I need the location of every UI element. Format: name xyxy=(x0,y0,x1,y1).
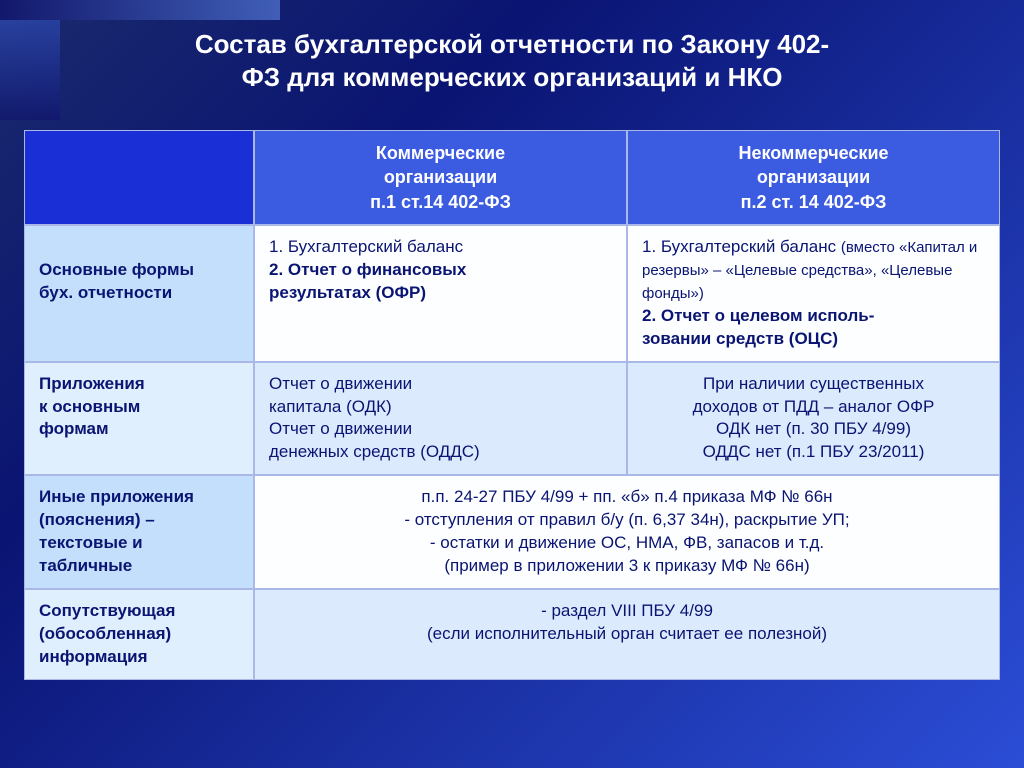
row-accompanying-merged: - раздел VIII ПБУ 4/99 (если исполнитель… xyxy=(254,589,1000,680)
row-appendices-commercial: Отчет о движении капитала (ОДК) Отчет о … xyxy=(254,362,627,476)
text: Сопутствующая xyxy=(39,601,175,620)
text: п.п. 24-27 ПБУ 4/99 + пп. «б» п.4 приказ… xyxy=(421,487,832,506)
text: капитала (ОДК) xyxy=(269,397,392,416)
text: (если исполнительный орган считает ее по… xyxy=(427,624,827,643)
text: информация xyxy=(39,647,148,666)
slide-title: Состав бухгалтерской отчетности по Закон… xyxy=(0,28,1024,93)
text: организации xyxy=(384,167,497,187)
header-empty xyxy=(24,130,254,225)
comparison-table: Коммерческие организации п.1 ст.14 402-Ф… xyxy=(24,130,1000,680)
text: 2. Отчет о целевом исполь- xyxy=(642,306,874,325)
text: 1. Бухгалтерский баланс xyxy=(269,237,463,256)
text: Основные формы xyxy=(39,260,194,279)
row-main-forms-commercial: 1. Бухгалтерский баланс 2. Отчет о финан… xyxy=(254,225,627,362)
text: результатах (ОФР) xyxy=(269,283,426,302)
text: (обособленная) xyxy=(39,624,171,643)
text: При наличии существенных xyxy=(703,374,924,393)
text: доходов от ПДД – аналог ОФР xyxy=(693,397,935,416)
text: Отчет о движении xyxy=(269,419,412,438)
text: текстовые и xyxy=(39,533,143,552)
decor-top-bar xyxy=(0,0,280,20)
text: табличные xyxy=(39,556,132,575)
title-line-2: ФЗ для коммерческих организаций и НКО xyxy=(242,62,783,92)
text: ОДДС нет (п.1 ПБУ 23/2011) xyxy=(703,442,925,461)
row-other-appendices-merged: п.п. 24-27 ПБУ 4/99 + пп. «б» п.4 приказ… xyxy=(254,475,1000,589)
text: денежных средств (ОДДС) xyxy=(269,442,480,461)
row-main-forms-label: Основные формы бух. отчетности xyxy=(24,225,254,362)
row-appendices-noncommercial: При наличии существенных доходов от ПДД … xyxy=(627,362,1000,476)
text: - раздел VIII ПБУ 4/99 xyxy=(541,601,713,620)
text: зовании средств (ОЦС) xyxy=(642,329,838,348)
text: (пример в приложении 3 к приказу МФ № 66… xyxy=(444,556,809,575)
text: ОДК нет (п. 30 ПБУ 4/99) xyxy=(716,419,911,438)
text: Некоммерческие xyxy=(738,143,888,163)
text: формам xyxy=(39,419,109,438)
text: Коммерческие xyxy=(376,143,505,163)
row-other-appendices-label: Иные приложения (пояснения) – текстовые … xyxy=(24,475,254,589)
title-line-1: Состав бухгалтерской отчетности по Закон… xyxy=(195,29,829,59)
text: к основным xyxy=(39,397,140,416)
row-main-forms-noncommercial: 1. Бухгалтерский баланс (вместо «Капитал… xyxy=(627,225,1000,362)
text: 1. Бухгалтерский баланс xyxy=(642,237,841,256)
text: бух. отчетности xyxy=(39,283,172,302)
row-appendices-label: Приложения к основным формам xyxy=(24,362,254,476)
text: организации xyxy=(757,167,870,187)
header-commercial: Коммерческие организации п.1 ст.14 402-Ф… xyxy=(254,130,627,225)
header-noncommercial: Некоммерческие организации п.2 ст. 14 40… xyxy=(627,130,1000,225)
row-accompanying-label: Сопутствующая (обособленная) информация xyxy=(24,589,254,680)
text: - отступления от правил б/у (п. 6,37 34н… xyxy=(404,510,849,529)
text: п.2 ст. 14 402-ФЗ xyxy=(741,192,887,212)
text: Иные приложения xyxy=(39,487,194,506)
text: (пояснения) – xyxy=(39,510,155,529)
text: - остатки и движение ОС, НМА, ФВ, запасо… xyxy=(430,533,824,552)
text: Приложения xyxy=(39,374,145,393)
text: 2. Отчет о финансовых xyxy=(269,260,466,279)
text: п.1 ст.14 402-ФЗ xyxy=(370,192,511,212)
text: Отчет о движении xyxy=(269,374,412,393)
